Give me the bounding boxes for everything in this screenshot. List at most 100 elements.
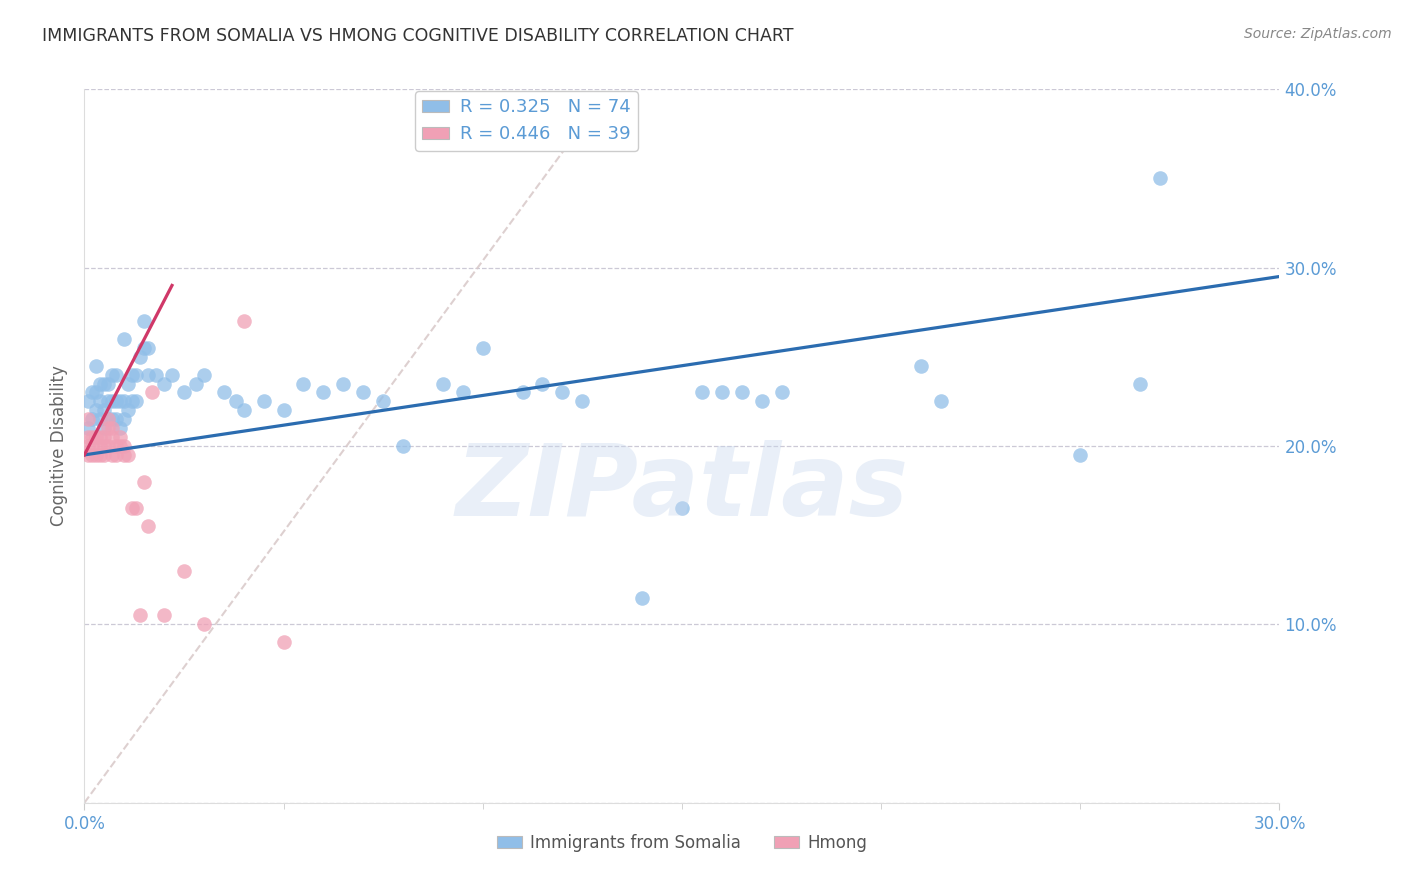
Point <box>89 376 111 391</box>
Point <box>132 341 156 355</box>
Point <box>93 403 115 417</box>
Point <box>451 385 474 400</box>
Point <box>105 412 128 426</box>
Point <box>731 385 754 400</box>
Legend: Immigrants from Somalia, Hmong: Immigrants from Somalia, Hmong <box>489 828 875 859</box>
Point <box>77 430 100 444</box>
Point <box>86 430 108 444</box>
Point <box>121 501 143 516</box>
Point <box>105 368 128 382</box>
Point <box>631 591 654 605</box>
Point <box>110 394 132 409</box>
Point <box>121 368 143 382</box>
Point <box>101 368 124 382</box>
Point <box>112 412 135 426</box>
Point <box>193 368 215 382</box>
Text: IMMIGRANTS FROM SOMALIA VS HMONG COGNITIVE DISABILITY CORRELATION CHART: IMMIGRANTS FROM SOMALIA VS HMONG COGNITI… <box>42 27 793 45</box>
Point <box>392 439 415 453</box>
Point <box>690 385 713 400</box>
Point <box>352 385 374 400</box>
Text: ZIPatlas: ZIPatlas <box>456 441 908 537</box>
Point <box>93 439 115 453</box>
Point <box>232 403 254 417</box>
Point <box>93 421 115 435</box>
Point <box>332 376 354 391</box>
Point <box>373 394 395 409</box>
Point <box>1149 171 1171 186</box>
Point <box>112 394 135 409</box>
Point <box>312 385 335 400</box>
Point <box>145 368 167 382</box>
Point <box>105 448 128 462</box>
Point <box>512 385 534 400</box>
Text: Source: ZipAtlas.com: Source: ZipAtlas.com <box>1244 27 1392 41</box>
Point <box>89 448 111 462</box>
Point <box>110 439 132 453</box>
Point <box>93 448 115 462</box>
Point <box>97 394 120 409</box>
Point <box>125 501 148 516</box>
Point <box>97 439 120 453</box>
Point <box>571 394 593 409</box>
Point <box>121 394 143 409</box>
Point <box>77 439 100 453</box>
Point <box>751 394 773 409</box>
Point <box>110 421 132 435</box>
Point <box>117 403 139 417</box>
Point <box>910 359 932 373</box>
Point <box>101 394 124 409</box>
Point <box>86 403 108 417</box>
Point <box>77 421 100 435</box>
Point <box>671 501 693 516</box>
Point <box>136 341 159 355</box>
Point <box>253 394 276 409</box>
Point <box>110 430 132 444</box>
Point <box>770 385 793 400</box>
Point <box>153 608 176 623</box>
Point <box>101 448 124 462</box>
Point <box>273 635 295 649</box>
Point <box>101 412 124 426</box>
Point <box>93 376 115 391</box>
Point <box>77 394 100 409</box>
Point <box>132 314 156 328</box>
Point <box>160 368 183 382</box>
Point <box>86 448 108 462</box>
Point <box>225 394 247 409</box>
Point <box>89 439 111 453</box>
Point <box>125 368 148 382</box>
Point <box>531 376 554 391</box>
Point <box>173 564 195 578</box>
Point <box>86 359 108 373</box>
Point <box>551 385 574 400</box>
Point <box>97 421 120 435</box>
Point <box>132 475 156 489</box>
Point <box>710 385 733 400</box>
Point <box>1129 376 1152 391</box>
Point <box>471 341 494 355</box>
Point <box>432 376 454 391</box>
Point <box>193 617 215 632</box>
Point <box>86 385 108 400</box>
Point <box>97 412 120 426</box>
Point <box>93 430 115 444</box>
Point <box>82 439 104 453</box>
Point <box>117 448 139 462</box>
Point <box>82 448 104 462</box>
Point <box>89 394 111 409</box>
Point <box>112 439 135 453</box>
Point <box>112 332 135 346</box>
Point <box>153 376 176 391</box>
Point <box>82 430 104 444</box>
Point <box>1069 448 1091 462</box>
Point <box>82 412 104 426</box>
Point <box>173 385 195 400</box>
Point <box>105 439 128 453</box>
Point <box>105 394 128 409</box>
Point <box>141 385 163 400</box>
Point <box>77 448 100 462</box>
Point <box>232 314 254 328</box>
Point <box>212 385 235 400</box>
Point <box>97 412 120 426</box>
Point <box>125 394 148 409</box>
